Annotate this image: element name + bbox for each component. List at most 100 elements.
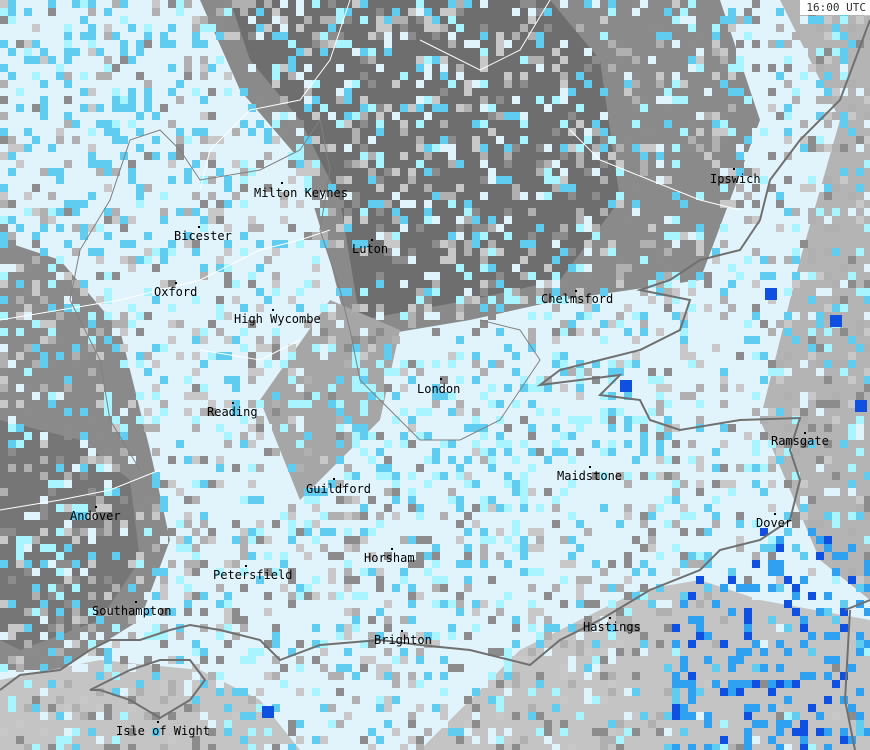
radar-cell [688, 288, 696, 296]
radar-cell [512, 192, 520, 200]
radar-cell [656, 328, 664, 336]
radar-cell [336, 400, 344, 408]
radar-cell [80, 280, 88, 288]
radar-cell [680, 680, 688, 688]
radar-cell [72, 608, 80, 616]
radar-cell [96, 432, 104, 440]
radar-cell [672, 40, 680, 48]
radar-cell [328, 336, 336, 344]
radar-cell [528, 432, 536, 440]
radar-cell [320, 704, 328, 712]
radar-cell [128, 616, 136, 624]
radar-cell [304, 88, 312, 96]
radar-cell [304, 392, 312, 400]
radar-cell [376, 312, 384, 320]
radar-cell [224, 8, 232, 16]
radar-cell [88, 16, 96, 24]
radar-cell [400, 256, 408, 264]
radar-cell [248, 352, 256, 360]
radar-cell [504, 40, 512, 48]
radar-cell [88, 80, 96, 88]
radar-cell [80, 72, 88, 80]
radar-cell [672, 360, 680, 368]
radar-cell [432, 384, 440, 392]
radar-cell [376, 8, 384, 16]
radar-cell [784, 256, 792, 264]
radar-cell [296, 592, 304, 600]
radar-cell [824, 344, 832, 352]
radar-cell [864, 224, 870, 232]
radar-cell [88, 104, 96, 112]
radar-cell [528, 624, 536, 632]
radar-cell [704, 552, 712, 560]
radar-cell [416, 80, 424, 88]
radar-cell [600, 296, 608, 304]
radar-cell [456, 592, 464, 600]
radar-cell [176, 96, 184, 104]
radar-cell [184, 136, 192, 144]
radar-cell [256, 328, 264, 336]
radar-cell [432, 360, 440, 368]
radar-cell [800, 744, 808, 750]
radar-cell [832, 32, 840, 40]
radar-cell [696, 632, 704, 640]
radar-cell [600, 88, 608, 96]
radar-cell [768, 272, 776, 280]
radar-cell [840, 328, 848, 336]
radar-cell [256, 224, 264, 232]
radar-cell [608, 456, 616, 464]
radar-cell [32, 104, 40, 112]
radar-cell [832, 248, 840, 256]
radar-cell [480, 280, 488, 288]
radar-cell [552, 440, 560, 448]
radar-cell [624, 608, 632, 616]
radar-cell [488, 304, 496, 312]
radar-cell [552, 336, 560, 344]
radar-cell [152, 448, 160, 456]
radar-cell [344, 480, 352, 488]
radar-cell [128, 360, 136, 368]
radar-cell [296, 8, 304, 16]
radar-cell [600, 16, 608, 24]
radar-cell [664, 384, 672, 392]
radar-cell [72, 600, 80, 608]
radar-cell [184, 584, 192, 592]
city-marker-icon [157, 721, 159, 723]
radar-cell [200, 608, 208, 616]
radar-cell [456, 216, 464, 224]
radar-cell [240, 232, 248, 240]
radar-cell [104, 272, 112, 280]
radar-cell [360, 536, 368, 544]
radar-cell [608, 240, 616, 248]
radar-cell [368, 344, 376, 352]
radar-cell [0, 376, 8, 384]
radar-cell [592, 640, 600, 648]
radar-cell [368, 56, 376, 64]
radar-cell [96, 72, 104, 80]
radar-cell [800, 136, 808, 144]
radar-cell [816, 368, 824, 376]
radar-cell [832, 400, 840, 408]
radar-cell [784, 696, 792, 704]
radar-cell [56, 480, 64, 488]
radar-cell [64, 480, 72, 488]
radar-cell [512, 264, 520, 272]
radar-cell [312, 96, 320, 104]
radar-cell [576, 584, 584, 592]
radar-cell [152, 384, 160, 392]
radar-cell [104, 288, 112, 296]
radar-cell [600, 176, 608, 184]
radar-cell [80, 616, 88, 624]
radar-cell [32, 72, 40, 80]
radar-cell [592, 328, 600, 336]
radar-cell [376, 392, 384, 400]
radar-cell [360, 496, 368, 504]
radar-cell [792, 96, 800, 104]
city-marker-icon [272, 309, 274, 311]
radar-cell [720, 744, 728, 750]
radar-cell [272, 744, 280, 750]
radar-cell [864, 112, 870, 120]
radar-cell [40, 56, 48, 64]
radar-cell [576, 592, 584, 600]
